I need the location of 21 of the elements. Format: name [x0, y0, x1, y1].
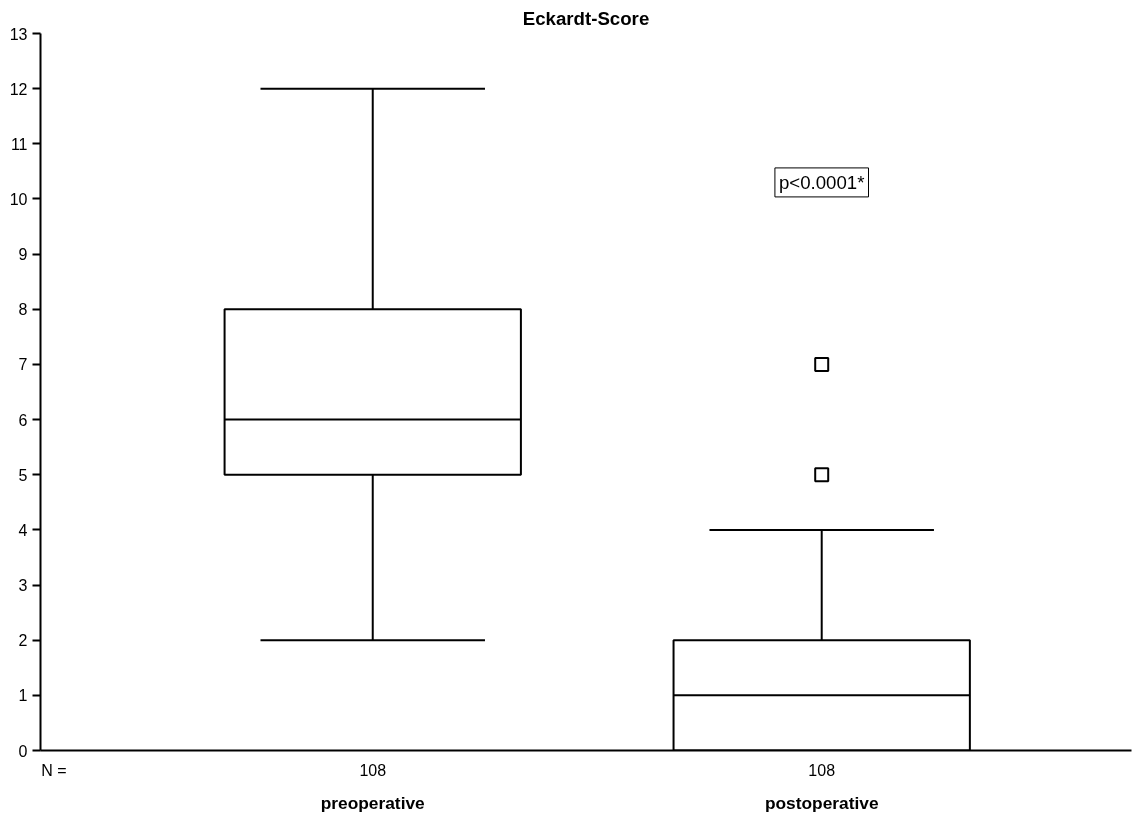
y-tick-label: 9	[18, 246, 28, 264]
y-tick-label: 0	[18, 742, 28, 760]
chart-title: Eckardt-Score	[522, 7, 650, 29]
y-tick-label: 1	[18, 687, 28, 705]
y-tick-label: 5	[18, 466, 28, 484]
text: N =	[41, 761, 67, 779]
x-tick-label: preoperative	[320, 792, 426, 813]
y-tick-label: 4	[18, 521, 28, 539]
y-tick-label: 10	[9, 190, 28, 208]
y-tick-label: 8	[18, 301, 28, 319]
text: 108	[808, 761, 836, 779]
text: 108	[359, 761, 387, 779]
annotation: p<0.0001*	[778, 171, 865, 193]
y-tick-label: 6	[18, 411, 28, 429]
y-tick-label: 11	[10, 135, 28, 153]
y-tick-label: 2	[18, 632, 28, 650]
y-tick-label: 12	[9, 80, 28, 98]
y-tick-label: 3	[18, 577, 28, 595]
x-tick-label: postoperative	[764, 792, 879, 813]
y-tick-label: 13	[9, 25, 28, 43]
y-tick-label: 7	[18, 356, 28, 374]
